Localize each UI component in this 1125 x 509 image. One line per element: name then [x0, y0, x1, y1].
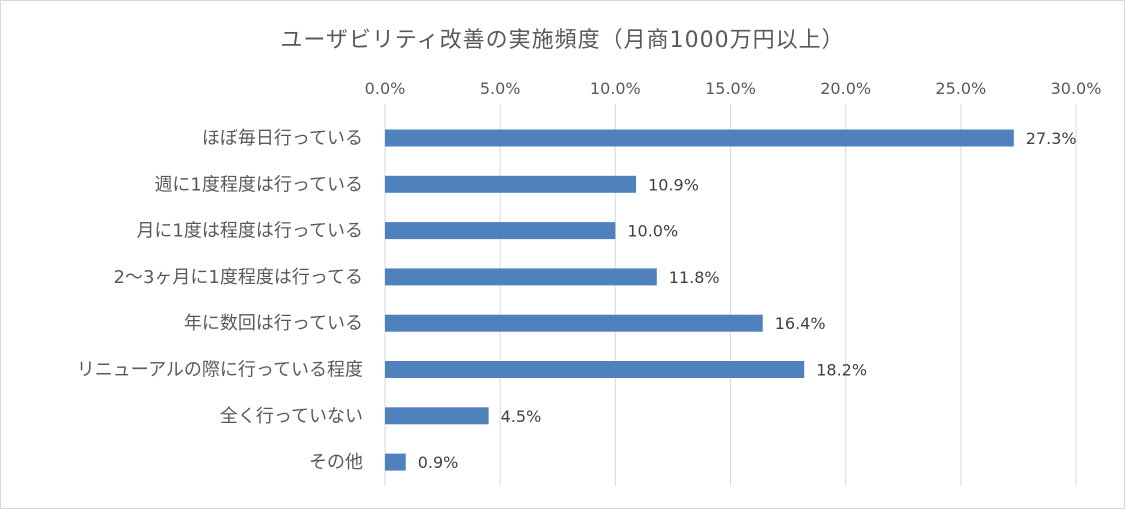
bar: [385, 129, 1014, 147]
category-label: 月に1度は程度は行っている: [136, 221, 363, 242]
data-label: 4.5%: [501, 407, 542, 426]
category-label: その他: [309, 452, 363, 473]
bar: [385, 222, 616, 240]
category-label: 2〜3ヶ月に1度程度は行ってる: [114, 267, 363, 288]
chart-title: ユーザビリティ改善の実施頻度（月商1000万円以上）: [280, 28, 845, 53]
bar: [385, 268, 657, 286]
x-tick-label: 5.0%: [480, 79, 521, 98]
bar: [385, 314, 763, 332]
data-label: 27.3%: [1026, 129, 1077, 148]
data-label: 0.9%: [418, 453, 459, 472]
category-label: 年に数回は行っている: [184, 313, 363, 334]
category-label: ほぼ毎日行っている: [202, 128, 363, 149]
bar: [385, 175, 637, 193]
bar: [385, 361, 805, 378]
data-label: 10.0%: [627, 222, 678, 241]
bar: [385, 407, 489, 425]
data-label: 16.4%: [775, 314, 826, 333]
x-tick-label: 20.0%: [820, 79, 871, 98]
data-label: 18.2%: [816, 361, 867, 380]
x-tick-label: 30.0%: [1051, 79, 1102, 98]
x-tick-label: 0.0%: [365, 79, 406, 98]
category-label: リニューアルの際に行っている程度: [77, 360, 363, 381]
data-label: 10.9%: [648, 175, 699, 194]
x-tick-label: 10.0%: [590, 79, 641, 98]
data-label: 11.8%: [669, 268, 720, 287]
x-tick-label: 15.0%: [705, 79, 756, 98]
category-label: 週に1度程度は行っている: [154, 174, 363, 195]
category-label: 全く行っていない: [220, 406, 363, 427]
bar: [385, 453, 406, 471]
x-tick-label: 25.0%: [935, 79, 986, 98]
